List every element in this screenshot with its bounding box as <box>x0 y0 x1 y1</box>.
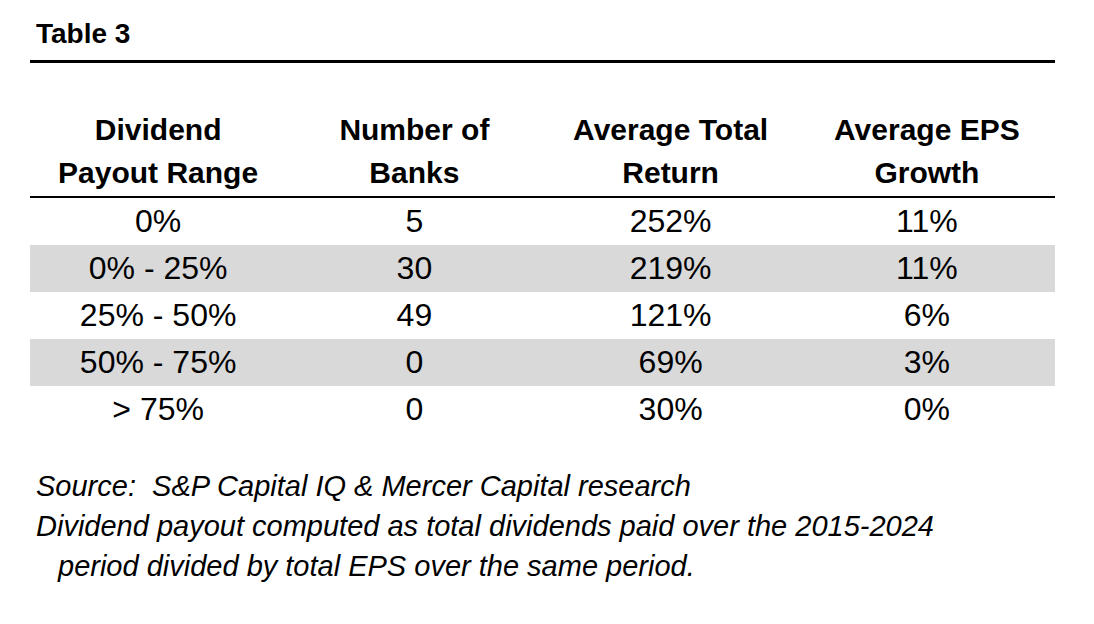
header-line: Return <box>543 151 799 194</box>
header-line: Banks <box>286 151 542 194</box>
column-header-average-eps-growth: Average EPS Growth <box>799 108 1055 194</box>
table-cell: 252% <box>543 203 799 240</box>
document-page: Table 3 Dividend Payout Range Number of … <box>0 0 1094 624</box>
table-cell: 11% <box>799 250 1055 287</box>
table-body: 0% 5 252% 11% 0% - 25% 30 219% 11% 25% -… <box>30 198 1055 433</box>
table-cell: 0% <box>799 391 1055 428</box>
footnotes: Source: S&P Capital IQ & Mercer Capital … <box>36 466 934 586</box>
table-title: Table 3 <box>36 18 130 50</box>
table-cell: 5 <box>286 203 542 240</box>
table-cell: 69% <box>543 344 799 381</box>
header-line: Average EPS <box>799 108 1055 151</box>
data-table: Dividend Payout Range Number of Banks Av… <box>30 102 1055 433</box>
table-row: 0% 5 252% 11% <box>30 198 1055 245</box>
table-cell: 30 <box>286 250 542 287</box>
table-cell: 0% <box>30 203 286 240</box>
table-cell: > 75% <box>30 391 286 428</box>
note-line: period divided by total EPS over the sam… <box>36 546 934 586</box>
title-rule <box>30 60 1055 63</box>
table-cell: 11% <box>799 203 1055 240</box>
source-note: Source: S&P Capital IQ & Mercer Capital … <box>36 466 934 506</box>
header-line: Dividend <box>30 108 286 151</box>
column-header-dividend-payout-range: Dividend Payout Range <box>30 108 286 194</box>
table-cell: 25% - 50% <box>30 297 286 334</box>
table-header-row: Dividend Payout Range Number of Banks Av… <box>30 102 1055 198</box>
table-cell: 121% <box>543 297 799 334</box>
header-line: Growth <box>799 151 1055 194</box>
column-header-average-total-return: Average Total Return <box>543 108 799 194</box>
table-row: 0% - 25% 30 219% 11% <box>30 245 1055 292</box>
table-cell: 0% - 25% <box>30 250 286 287</box>
note-line: Dividend payout computed as total divide… <box>36 506 934 546</box>
table-cell: 3% <box>799 344 1055 381</box>
table-row: 25% - 50% 49 121% 6% <box>30 292 1055 339</box>
header-line: Number of <box>286 108 542 151</box>
table-row: 50% - 75% 0 69% 3% <box>30 339 1055 386</box>
column-header-number-of-banks: Number of Banks <box>286 108 542 194</box>
table-row: > 75% 0 30% 0% <box>30 386 1055 433</box>
table-cell: 49 <box>286 297 542 334</box>
table-cell: 50% - 75% <box>30 344 286 381</box>
table-cell: 0 <box>286 391 542 428</box>
table-cell: 30% <box>543 391 799 428</box>
table-cell: 6% <box>799 297 1055 334</box>
table-cell: 0 <box>286 344 542 381</box>
table-cell: 219% <box>543 250 799 287</box>
header-line: Average Total <box>543 108 799 151</box>
header-line: Payout Range <box>30 151 286 194</box>
